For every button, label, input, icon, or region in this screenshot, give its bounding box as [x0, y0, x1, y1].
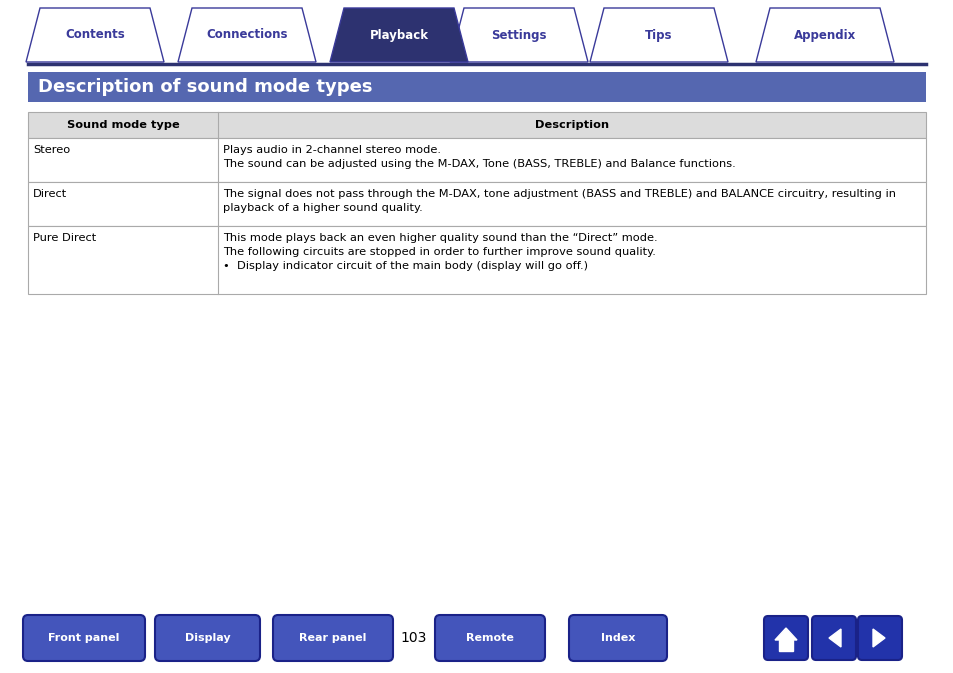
Text: •  Display indicator circuit of the main body (display will go off.): • Display indicator circuit of the main …: [223, 261, 587, 271]
Text: playback of a higher sound quality.: playback of a higher sound quality.: [223, 203, 422, 213]
Text: The signal does not pass through the M-DAX, tone adjustment (BASS and TREBLE) an: The signal does not pass through the M-D…: [223, 189, 895, 199]
Polygon shape: [178, 8, 315, 62]
Text: Stereo: Stereo: [33, 145, 71, 155]
Polygon shape: [26, 8, 164, 62]
Bar: [779, 640, 792, 651]
Text: Sound mode type: Sound mode type: [67, 120, 179, 130]
FancyBboxPatch shape: [857, 616, 901, 660]
Text: Remote: Remote: [466, 633, 514, 643]
FancyBboxPatch shape: [154, 615, 260, 661]
FancyBboxPatch shape: [763, 616, 807, 660]
Text: Pure Direct: Pure Direct: [33, 233, 96, 243]
Text: Display: Display: [185, 633, 230, 643]
Text: Contents: Contents: [65, 28, 125, 42]
Text: 103: 103: [400, 631, 427, 645]
Text: The following circuits are stopped in order to further improve sound quality.: The following circuits are stopped in or…: [223, 247, 656, 257]
Text: Appendix: Appendix: [793, 28, 855, 42]
Text: This mode plays back an even higher quality sound than the “Direct” mode.: This mode plays back an even higher qual…: [223, 233, 657, 243]
Text: Connections: Connections: [206, 28, 288, 42]
Bar: [28, 182, 925, 226]
Polygon shape: [755, 8, 893, 62]
Bar: [28, 138, 925, 182]
FancyBboxPatch shape: [273, 615, 393, 661]
Polygon shape: [589, 8, 727, 62]
FancyBboxPatch shape: [811, 616, 855, 660]
Text: Playback: Playback: [369, 28, 428, 42]
Polygon shape: [450, 8, 587, 62]
Text: Direct: Direct: [33, 189, 67, 199]
FancyBboxPatch shape: [23, 615, 145, 661]
Bar: [28, 72, 925, 102]
Text: Front panel: Front panel: [49, 633, 119, 643]
Text: Description of sound mode types: Description of sound mode types: [38, 78, 372, 96]
Text: Plays audio in 2-channel stereo mode.: Plays audio in 2-channel stereo mode.: [223, 145, 440, 155]
Bar: [28, 112, 925, 138]
Text: The sound can be adjusted using the M-DAX, Tone (BASS, TREBLE) and Balance funct: The sound can be adjusted using the M-DA…: [223, 159, 735, 169]
Text: Rear panel: Rear panel: [299, 633, 366, 643]
Text: Description: Description: [535, 120, 608, 130]
Text: Settings: Settings: [491, 28, 546, 42]
FancyBboxPatch shape: [435, 615, 544, 661]
Polygon shape: [330, 8, 468, 62]
FancyBboxPatch shape: [568, 615, 666, 661]
Polygon shape: [774, 628, 796, 640]
Polygon shape: [872, 629, 884, 647]
Text: Index: Index: [600, 633, 635, 643]
Polygon shape: [828, 629, 841, 647]
Text: Tips: Tips: [644, 28, 672, 42]
Bar: [28, 226, 925, 294]
